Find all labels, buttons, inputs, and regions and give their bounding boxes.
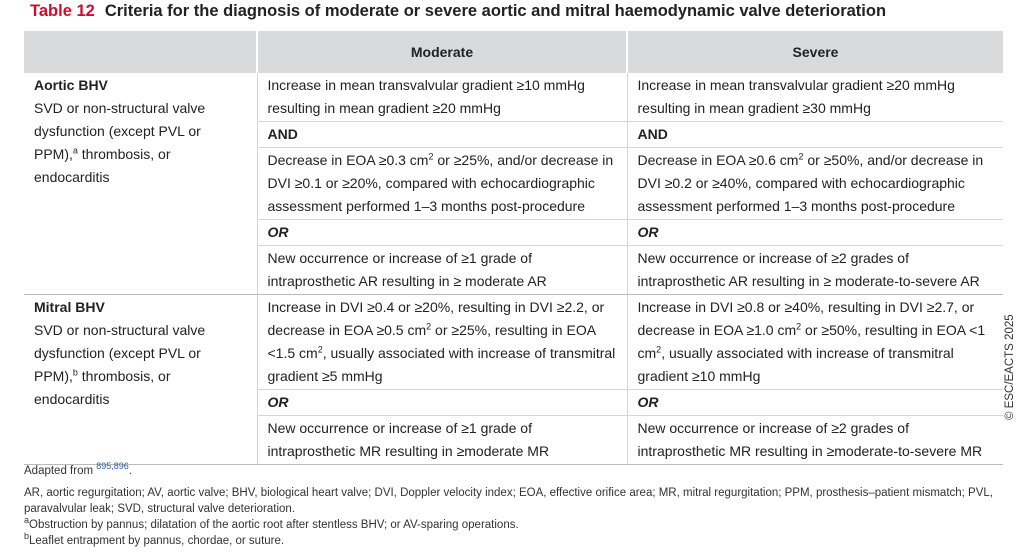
text: Increase in mean transvalvular gradient … xyxy=(267,77,585,116)
superscript: b xyxy=(72,367,78,378)
text: or ≥25%, and/or decrease in DVI ≥0.1 or … xyxy=(267,152,614,214)
table-label: Table 12 xyxy=(30,2,95,20)
cell: New occurrence or increase of ≥2 grades … xyxy=(626,415,1003,465)
text: or ≥25%, resulting in EOA <1.5 cm xyxy=(267,322,596,361)
cell: AND xyxy=(256,121,627,148)
criteria-table: Moderate Severe Aortic BHV SVD or non-struc… xyxy=(24,31,1003,465)
text: thrombosis, or endocarditis xyxy=(34,368,171,407)
text: Increase in DVI ≥0.8 or ≥40%, resulting … xyxy=(637,299,975,338)
text: Leaflet entrapment by pannus, chordae, o… xyxy=(29,535,285,547)
row: New occurrence or increase of ≥1 grade o… xyxy=(24,245,1003,295)
header-cell: Severe xyxy=(626,31,1003,73)
cell: New occurrence or increase of ≥1 grade o… xyxy=(256,415,627,465)
text: SVD or non-structural valve dysfunction … xyxy=(34,322,206,384)
footnote: AR, aortic regurgitation; AV, aortic val… xyxy=(24,485,1014,517)
cell: Decrease in EOA ≥0.3 cm2 or ≥25%, and/or… xyxy=(256,147,627,220)
row: Mitral BHV SVD or non-structural valve dy… xyxy=(24,294,1003,465)
text: AND xyxy=(267,126,298,142)
header-cell: Moderate xyxy=(256,31,627,73)
text: . xyxy=(128,465,132,477)
superscript: 2 xyxy=(426,321,432,332)
row: OR OR xyxy=(24,219,1003,246)
text: , usually associated with increase of tr… xyxy=(267,345,616,384)
row: OR OR xyxy=(24,389,1003,416)
title-text: Criteria for the diagnosis of moderate o… xyxy=(104,2,887,20)
superscript: 2 xyxy=(317,344,323,355)
section-name: Aortic BHV xyxy=(34,77,108,93)
text: New occurrence or increase of ≥1 grade o… xyxy=(267,420,550,459)
text: Decrease in EOA ≥0.3 cm xyxy=(267,152,429,168)
section-name: Mitral BHV xyxy=(34,299,105,315)
text: Increase in mean transvalvular gradient … xyxy=(637,77,955,116)
copyright: © ESC/EACTS 2025 xyxy=(1004,314,1016,420)
text: New occurrence or increase of ≥2 grades … xyxy=(637,420,983,459)
cell: Increase in mean transvalvular gradient … xyxy=(256,73,627,122)
superscript: 2 xyxy=(796,321,802,332)
cell: OR xyxy=(626,389,1003,416)
cell: OR xyxy=(626,219,1003,246)
cell: New occurrence or increase of ≥1 grade o… xyxy=(256,245,627,295)
cell: AND xyxy=(626,121,1003,148)
row: Decrease in EOA ≥0.3 cm2 or ≥25%, and/or… xyxy=(24,147,1003,220)
superscript: 2 xyxy=(656,344,662,355)
text: Obstruction by pannus; dilatation of the… xyxy=(29,519,519,531)
text: AR, aortic regurgitation; AV, aortic val… xyxy=(24,487,993,515)
text: New occurrence or increase of ≥1 grade o… xyxy=(267,250,547,289)
superscript: 895,896 xyxy=(96,461,129,472)
row: New occurrence or increase of ≥1 grade o… xyxy=(24,415,1003,465)
text: Decrease in EOA ≥0.6 cm xyxy=(637,152,799,168)
header-row: Moderate Severe xyxy=(24,31,1003,73)
cell: Decrease in EOA ≥0.6 cm2 or ≥50%, and/or… xyxy=(626,147,1003,220)
row: AND AND xyxy=(24,121,1003,148)
cell: OR xyxy=(256,219,627,246)
section-description: SVD or non-structural valve dysfunction … xyxy=(34,319,247,411)
row: Aortic BHV SVD or non-structural valve dy… xyxy=(24,73,1003,295)
cell: Increase in DVI ≥0.4 or ≥20%, resulting … xyxy=(256,294,627,390)
superscript: 2 xyxy=(428,151,434,162)
cell: New occurrence or increase of ≥2 grades … xyxy=(626,245,1003,295)
text: New occurrence or increase of ≥2 grades … xyxy=(637,250,980,289)
text: OR xyxy=(267,224,289,240)
section-cell: Aortic BHV SVD or non-structural valve dy… xyxy=(24,73,257,295)
footnotes: Adapted from 895,896. AR, aortic regurgit… xyxy=(24,461,1014,549)
text: thrombosis, or endocarditis xyxy=(34,146,171,185)
section-cell: Mitral BHV SVD or non-structural valve dy… xyxy=(24,294,257,465)
text: SVD or non-structural valve dysfunction … xyxy=(34,100,206,162)
text: OR xyxy=(637,394,659,410)
cell: OR xyxy=(256,389,627,416)
footnote: aObstruction by pannus; dilatation of th… xyxy=(24,515,1014,533)
text: Increase in DVI ≥0.4 or ≥20%, resulting … xyxy=(267,299,605,338)
text: or ≥50%, and/or decrease in DVI ≥0.2 or … xyxy=(637,152,984,214)
superscript: b xyxy=(24,531,30,542)
text: or ≥50%, resulting in EOA <1 cm xyxy=(637,322,986,361)
header-cell xyxy=(24,31,257,73)
footnote: bLeaflet entrapment by pannus, chordae, … xyxy=(24,531,1014,549)
text: AND xyxy=(637,126,668,142)
superscript: 2 xyxy=(798,151,804,162)
cell: Increase in DVI ≥0.8 or ≥40%, resulting … xyxy=(626,294,1003,390)
text: OR xyxy=(637,224,659,240)
table-title: Table 12 Criteria for the diagnosis of mo… xyxy=(30,2,886,21)
text: Adapted from xyxy=(24,465,97,477)
text: OR xyxy=(267,394,289,410)
text: , usually associated with increase of tr… xyxy=(637,345,954,384)
footnote: Adapted from 895,896. xyxy=(24,461,1014,479)
superscript: a xyxy=(72,145,78,156)
section-description: SVD or non-structural valve dysfunction … xyxy=(34,97,247,189)
cell: Increase in mean transvalvular gradient … xyxy=(626,73,1003,122)
superscript: a xyxy=(24,515,30,526)
